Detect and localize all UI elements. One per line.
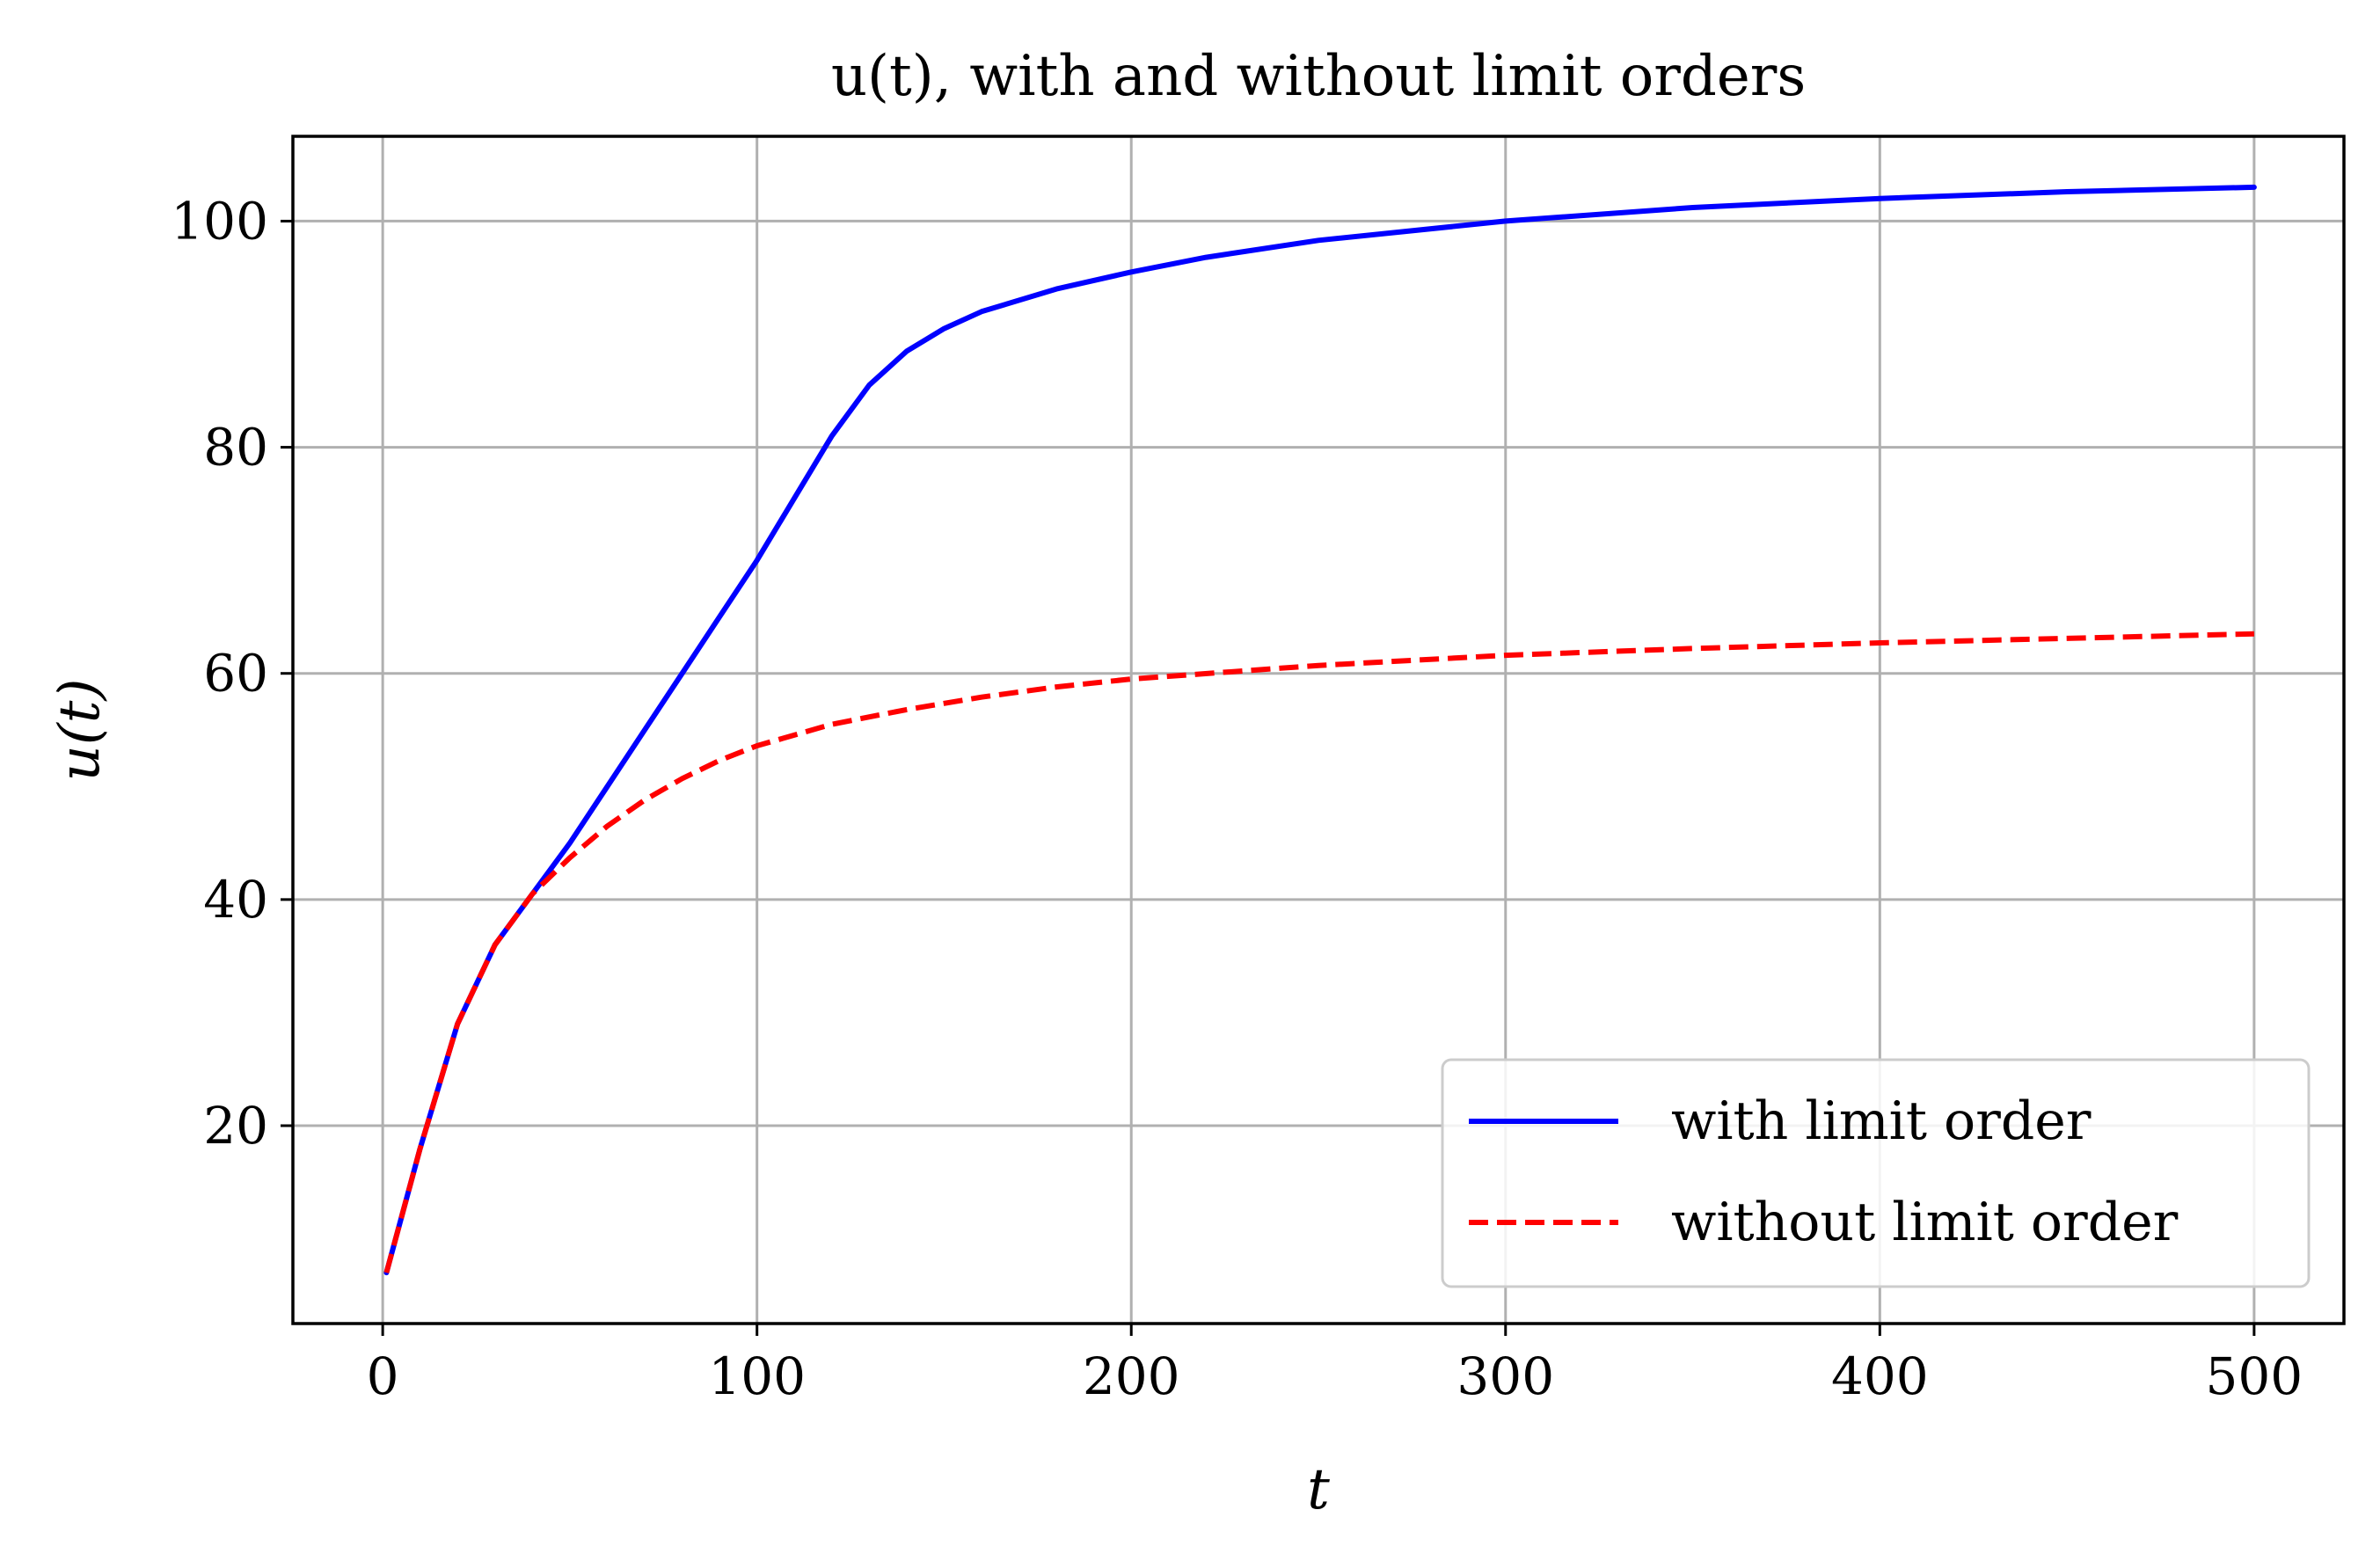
y-tick-label-100: 100 [171, 191, 268, 251]
y-axis-label: u(t) [47, 679, 113, 782]
x-tick-label-400: 400 [1831, 1346, 1929, 1406]
legend: with limit order without limit order [1441, 1058, 2311, 1288]
x-axis-ticks: 0 100 200 300 400 500 [367, 1324, 2303, 1406]
x-tick-label-500: 500 [2206, 1346, 2303, 1406]
plot-frame [291, 135, 2346, 1325]
legend-label-without-limit-order: without limit order [1671, 1192, 2179, 1253]
y-tick-label-20: 20 [203, 1096, 268, 1156]
y-tick-label-40: 40 [203, 870, 268, 930]
chart-title: u(t), with and without limit orders [831, 44, 1806, 109]
y-tick-label-80: 80 [203, 418, 268, 478]
x-axis-label: t [1307, 1457, 1330, 1522]
x-tick-label-300: 300 [1456, 1346, 1554, 1406]
series-line-with-limit-order [383, 184, 2257, 1276]
x-tick-label-0: 0 [367, 1346, 399, 1406]
series-line-without-limit-order [383, 631, 2254, 1273]
legend-box [1441, 1058, 2311, 1288]
y-grid-lines [293, 219, 2344, 1127]
x-tick-label-100: 100 [708, 1346, 806, 1406]
y-axis-ticks: 20 40 60 80 100 [171, 191, 293, 1156]
y-tick-label-60: 60 [203, 644, 268, 704]
series-layer [383, 184, 2257, 1276]
legend-label-with-limit-order: with limit order [1671, 1091, 2092, 1152]
x-tick-label-200: 200 [1083, 1346, 1180, 1406]
